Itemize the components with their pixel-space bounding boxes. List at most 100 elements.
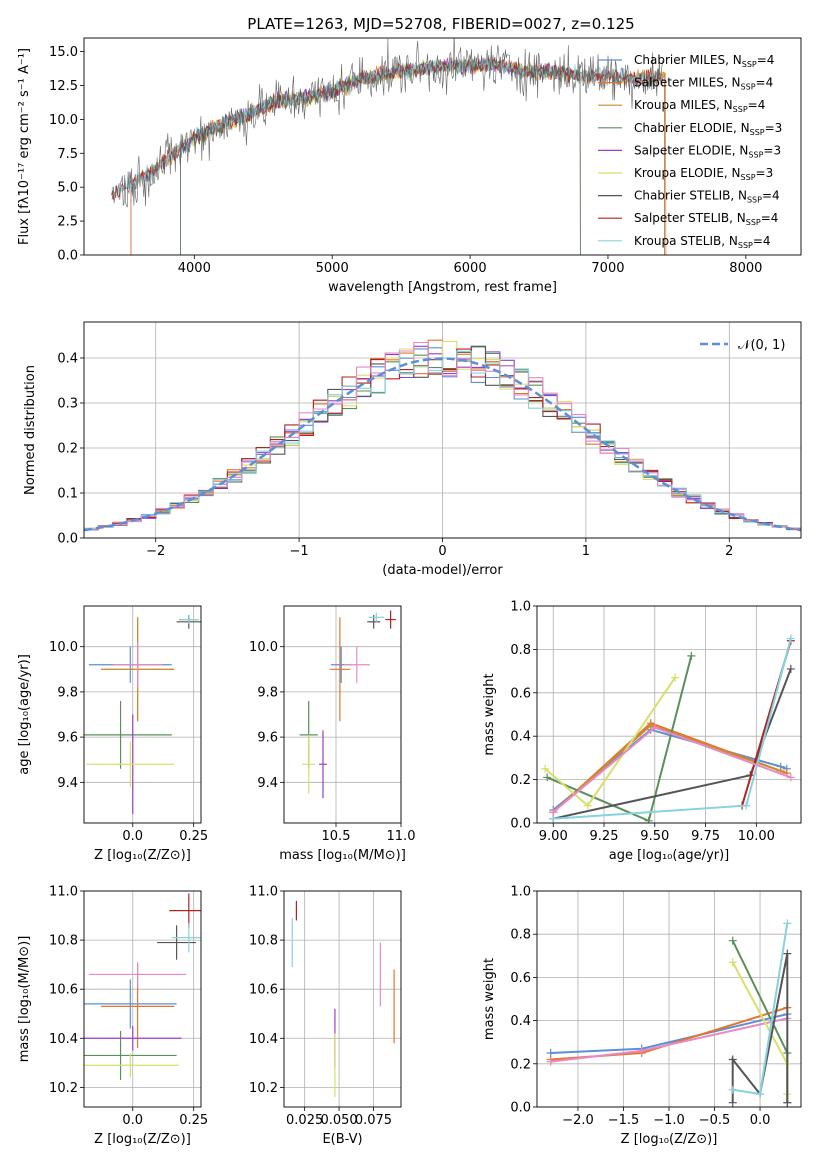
y-tick-label: 7.5 — [57, 147, 78, 162]
y-tick-label: 2.5 — [57, 215, 78, 230]
chart-title: PLATE=1263, MJD=52708, FIBERID=0027, z=0… — [247, 15, 634, 33]
axes-frame — [536, 890, 802, 1108]
axes-frame — [536, 605, 802, 824]
y-tick-label: 0.2 — [510, 773, 531, 788]
legend-label: Kroupa ELODIE, NSSP=3 — [634, 166, 773, 182]
y-tick-label: 0.4 — [510, 730, 531, 745]
legend-label: Salpeter STELIB, NSSP=4 — [634, 211, 778, 227]
y-tick-label: 0.8 — [510, 928, 531, 943]
x-tick-label: 9.00 — [539, 829, 568, 844]
plot-area — [546, 919, 792, 1107]
y-tick-label: 9.8 — [57, 685, 78, 700]
legend-label: Kroupa STELIB, NSSP=4 — [634, 234, 771, 250]
x-axis-label: mass [log₁₀(M/M⊙)] — [279, 848, 406, 863]
y-tick-label: 9.4 — [257, 776, 278, 791]
panel-spectrum: 4000 5000 6000 7000 8000 0.0 2.5 5.0 7.5 10.0 12.5… — [17, 37, 802, 295]
y-tick-label: 0.4 — [510, 1014, 531, 1029]
y-tick-label: 10.2 — [249, 1081, 278, 1096]
gaussian-curve — [84, 357, 801, 532]
error-bar-point — [84, 1030, 177, 1080]
x-tick-label: 0.0 — [122, 1113, 143, 1128]
axes-frame — [83, 890, 202, 1108]
plot-area — [84, 615, 201, 814]
weight-marker — [786, 664, 795, 673]
weight-marker — [728, 1055, 737, 1064]
error-bar-point — [88, 962, 187, 987]
x-tick-label: 6000 — [454, 261, 487, 276]
legend: Chabrier MILES, NSSP=4 Salpeter MILES, NS… — [598, 53, 782, 250]
x-tick-label: 0.050 — [320, 1113, 357, 1128]
x-tick-label: −0.5 — [699, 1113, 731, 1128]
weight-marker — [637, 1046, 646, 1055]
y-tick-label: 9.4 — [57, 776, 78, 791]
panel-age_mass: 10.5 11.0 9.4 9.6 9.8 10.0 mass [log₁₀(M/M⊙)] — [249, 605, 416, 863]
panel-residuals: −2 −1 0 1 2 0.0 0.1 0.2 0.3 0.4 (data-model)/error… — [23, 321, 802, 578]
y-axis-label: Normed distribution — [23, 365, 38, 495]
y-tick-label: 0.0 — [57, 249, 78, 264]
axes-frame — [83, 605, 202, 824]
error-bar-point — [84, 1053, 180, 1078]
y-tick-label: 10.8 — [249, 934, 278, 949]
legend-label: Chabrier STELIB, NSSP=4 — [634, 189, 780, 205]
y-tick-label: 10.0 — [49, 640, 78, 655]
y-tick-label: 11.0 — [249, 885, 278, 900]
x-axis-label: (data-model)/error — [382, 563, 503, 578]
spectrum-line — [111, 38, 663, 208]
y-tick-label: 0.8 — [510, 643, 531, 658]
error-bar-point — [84, 700, 172, 769]
panel-age_Z: 0.0 0.25 9.4 9.6 9.8 10.0 Z [log₁₀(Z/Z⊙)] age [… — [17, 605, 208, 863]
y-tick-label: 15.0 — [49, 45, 78, 60]
x-tick-label: 5000 — [316, 261, 349, 276]
plot-area — [541, 634, 795, 823]
error-bar-point — [84, 979, 177, 1029]
x-tick-label: 7000 — [591, 261, 624, 276]
x-tick-label: 2 — [725, 544, 733, 559]
x-tick-label: 0.25 — [179, 829, 208, 844]
error-bar-point — [302, 734, 316, 794]
y-tick-label: 11.0 — [49, 885, 78, 900]
weight-marker — [728, 1085, 737, 1094]
x-tick-label: 10.00 — [738, 829, 775, 844]
legend-label: Chabrier ELODIE, NSSP=3 — [634, 121, 782, 137]
y-tick-label: 0.6 — [510, 971, 531, 986]
x-tick-label: 4000 — [178, 261, 211, 276]
axes-frame — [83, 37, 802, 256]
x-tick-label: 10.5 — [322, 829, 351, 844]
x-tick-label: 0 — [438, 544, 446, 559]
weight-marker — [583, 801, 592, 810]
weight-marker — [546, 1057, 555, 1066]
y-tick-label: 0.2 — [510, 1057, 531, 1072]
weight-marker — [650, 723, 659, 732]
y-tick-label: 0.0 — [510, 1101, 531, 1116]
x-tick-label: 8000 — [729, 261, 762, 276]
x-tick-label: 0.025 — [286, 1113, 323, 1128]
plot-area — [84, 893, 201, 1080]
plot-area — [299, 610, 396, 799]
weight-marker — [728, 936, 737, 945]
weight-marker — [786, 773, 795, 782]
weight-marker — [549, 808, 558, 817]
x-axis-label: age [log₁₀(age/yr)] — [609, 848, 730, 863]
y-tick-label: 9.8 — [257, 685, 278, 700]
y-tick-label: 10.8 — [49, 934, 78, 949]
y-tick-label: 0.3 — [57, 397, 78, 412]
error-bar-point — [368, 612, 385, 622]
axes-frame — [283, 890, 402, 1108]
panel-weight_age: 9.00 9.25 9.50 9.75 10.00 0.0 0.2 0.4 0.6 0.8 1.0 a… — [482, 600, 802, 863]
weight-marker — [786, 634, 795, 643]
x-tick-label: 9.50 — [640, 829, 669, 844]
weight-marker — [646, 721, 655, 730]
weight-marker — [783, 949, 792, 958]
histogram — [84, 341, 801, 531]
error-bar-point — [171, 922, 201, 953]
y-tick-label: 5.0 — [57, 181, 78, 196]
error-bar-point — [329, 617, 351, 722]
weight-marker — [728, 958, 737, 967]
legend-label: Salpeter ELODIE, NSSP=3 — [634, 143, 781, 159]
x-tick-label: 11.0 — [387, 829, 416, 844]
x-tick-label: 9.25 — [590, 829, 619, 844]
x-axis-label: Z [log₁₀(Z/Z⊙)] — [94, 848, 191, 863]
x-tick-label: 0.0 — [122, 829, 143, 844]
error-bar-point — [179, 615, 199, 625]
